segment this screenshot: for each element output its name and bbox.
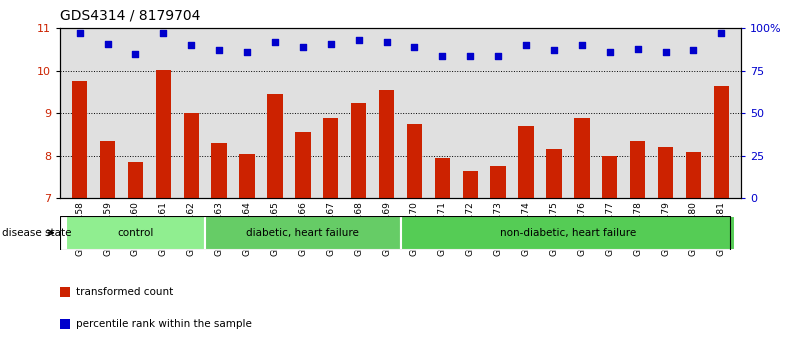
Bar xyxy=(630,141,646,198)
Point xyxy=(185,42,198,48)
Point xyxy=(715,30,728,36)
Point xyxy=(73,30,86,36)
Bar xyxy=(379,90,394,198)
Bar xyxy=(574,118,590,198)
Text: control: control xyxy=(117,228,154,238)
Point xyxy=(687,47,700,53)
Bar xyxy=(295,132,311,198)
Point xyxy=(603,49,616,55)
Point xyxy=(659,49,672,55)
Point xyxy=(520,42,533,48)
Point xyxy=(101,41,114,46)
Bar xyxy=(351,103,366,198)
Bar xyxy=(100,141,115,198)
Bar xyxy=(546,149,562,198)
Bar xyxy=(463,171,478,198)
Bar xyxy=(490,166,506,198)
Bar xyxy=(435,158,450,198)
Bar xyxy=(400,216,735,250)
Point xyxy=(464,53,477,58)
Text: GDS4314 / 8179704: GDS4314 / 8179704 xyxy=(60,9,200,23)
Text: non-diabetic, heart failure: non-diabetic, heart failure xyxy=(500,228,636,238)
Point xyxy=(548,47,561,53)
Point xyxy=(129,51,142,57)
Bar xyxy=(268,94,283,198)
Point xyxy=(213,47,226,53)
Bar xyxy=(686,152,701,198)
Text: percentile rank within the sample: percentile rank within the sample xyxy=(76,319,252,329)
Point xyxy=(575,42,588,48)
Bar xyxy=(183,113,199,198)
Bar xyxy=(407,124,422,198)
Point xyxy=(157,30,170,36)
Text: diabetic, heart failure: diabetic, heart failure xyxy=(247,228,360,238)
Bar xyxy=(205,216,400,250)
Point xyxy=(380,39,393,45)
Bar xyxy=(72,81,87,198)
Bar xyxy=(323,118,338,198)
Point xyxy=(240,49,253,55)
Bar xyxy=(518,126,533,198)
Text: disease state: disease state xyxy=(2,228,71,238)
Text: transformed count: transformed count xyxy=(76,287,173,297)
Point xyxy=(492,53,505,58)
Bar xyxy=(155,70,171,198)
Point xyxy=(631,46,644,52)
Bar xyxy=(239,154,255,198)
Bar xyxy=(127,162,143,198)
Point xyxy=(352,38,365,43)
Bar xyxy=(211,143,227,198)
Point xyxy=(436,53,449,58)
Point xyxy=(268,39,281,45)
Point xyxy=(324,41,337,46)
Bar xyxy=(714,86,729,198)
Point xyxy=(296,44,309,50)
Point xyxy=(408,44,421,50)
Bar xyxy=(602,156,618,198)
Bar xyxy=(658,147,674,198)
Bar xyxy=(66,216,205,250)
